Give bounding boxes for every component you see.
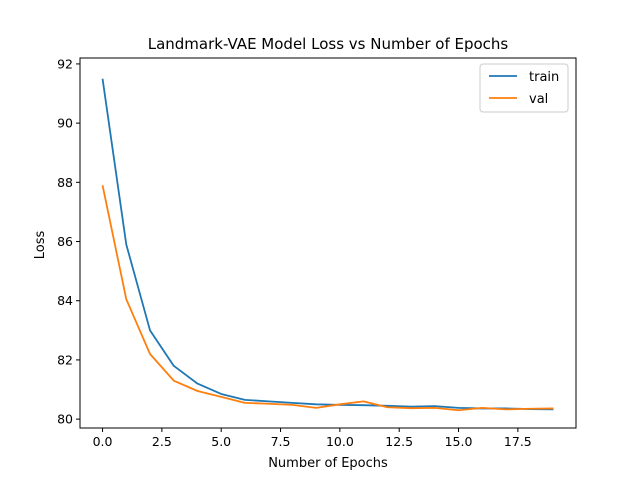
x-tick-label: 10.0 [326, 434, 354, 449]
series-line-val [101, 185, 554, 412]
x-tick-label: 5.0 [211, 434, 231, 449]
y-axis-ticks: 80 82 84 86 88 90 92 [57, 56, 80, 427]
series-lines [101, 78, 554, 412]
y-tick-label: 90 [57, 116, 73, 131]
y-tick-label: 82 [57, 352, 73, 367]
legend-val-label: val [529, 92, 548, 107]
y-tick-label: 86 [57, 234, 73, 249]
y-tick-label: 92 [57, 56, 73, 71]
x-tick-label: 7.5 [271, 434, 291, 449]
chart-title: Landmark-VAE Model Loss vs Number of Epo… [148, 35, 509, 53]
x-tick-label: 17.5 [504, 434, 532, 449]
y-tick-label: 88 [57, 175, 73, 190]
x-tick-label: 12.5 [385, 434, 413, 449]
legend-train-label: train [529, 70, 559, 85]
x-tick-label: 15.0 [445, 434, 473, 449]
legend: train val [479, 63, 569, 113]
y-axis-label: Loss [33, 231, 48, 260]
plot-frame [79, 57, 577, 429]
x-axis-ticks: 0.0 2.5 5.0 7.5 10.0 12.5 15.0 17.5 [93, 428, 532, 449]
x-tick-label: 0.0 [93, 434, 113, 449]
x-axis-label: Number of Epochs [268, 456, 388, 471]
x-tick-label: 2.5 [152, 434, 172, 449]
plot-area: 0.0 2.5 5.0 7.5 10.0 12.5 15.0 17.5 80 82 84 86 88 9… [57, 56, 577, 449]
y-tick-label: 80 [57, 412, 73, 427]
y-tick-label: 84 [57, 293, 73, 308]
